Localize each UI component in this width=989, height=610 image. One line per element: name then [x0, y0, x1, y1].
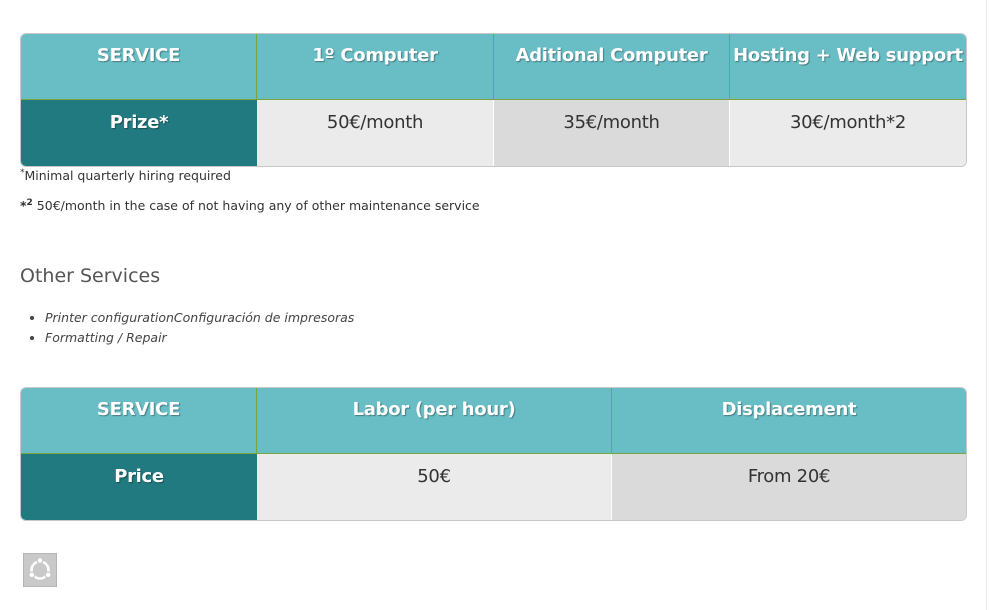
header-first-computer: 1º Computer	[257, 34, 494, 100]
pricing-table-other-services: SERVICE Labor (per hour) Displacement Pr…	[20, 387, 967, 521]
section-title-other-services: Other Services	[20, 265, 161, 287]
price-first-computer: 50€/month	[257, 100, 494, 166]
ubuntu-logo-icon[interactable]	[23, 553, 57, 587]
price-hosting-web-support: 30€/month*2	[730, 100, 966, 166]
list-item: Printer configurationConfiguración de im…	[45, 308, 354, 328]
footnote-text: 50€/month in the case of not having any …	[32, 198, 480, 214]
page-right-border	[986, 0, 987, 610]
row-label-price: Price	[21, 454, 257, 520]
price-displacement: From 20€	[612, 454, 966, 520]
footnote-quarterly: *Minimal quarterly hiring required	[20, 168, 231, 183]
footnote-mark: *	[20, 198, 27, 214]
header-service: SERVICE	[21, 388, 257, 454]
row-label-prize: Prize*	[21, 100, 257, 166]
header-displacement: Displacement	[612, 388, 966, 454]
price-additional-computer: 35€/month	[494, 100, 730, 166]
other-services-list: Printer configurationConfiguración de im…	[25, 308, 354, 348]
footnote-superscript: 2	[26, 198, 33, 208]
ubuntu-logo-icon	[28, 557, 52, 580]
header-hosting-web-support: Hosting + Web support	[730, 34, 966, 100]
table-header-row: SERVICE 1º Computer Aditional Computer H…	[21, 34, 966, 100]
header-additional-computer: Aditional Computer	[494, 34, 730, 100]
list-item: Formatting / Repair	[45, 328, 354, 348]
footnote-text: Minimal quarterly hiring required	[24, 168, 231, 184]
header-service: SERVICE	[21, 34, 257, 100]
price-labor: 50€	[257, 454, 612, 520]
footnote-maintenance: *2 50€/month in the case of not having a…	[20, 198, 480, 213]
table-row: Prize* 50€/month 35€/month 30€/month*2	[21, 100, 966, 166]
header-labor: Labor (per hour)	[257, 388, 612, 454]
table-row: Price 50€ From 20€	[21, 454, 966, 520]
table-header-row: SERVICE Labor (per hour) Displacement	[21, 388, 966, 454]
pricing-table-maintenance: SERVICE 1º Computer Aditional Computer H…	[20, 33, 967, 167]
footnote-mark: *	[20, 168, 25, 178]
